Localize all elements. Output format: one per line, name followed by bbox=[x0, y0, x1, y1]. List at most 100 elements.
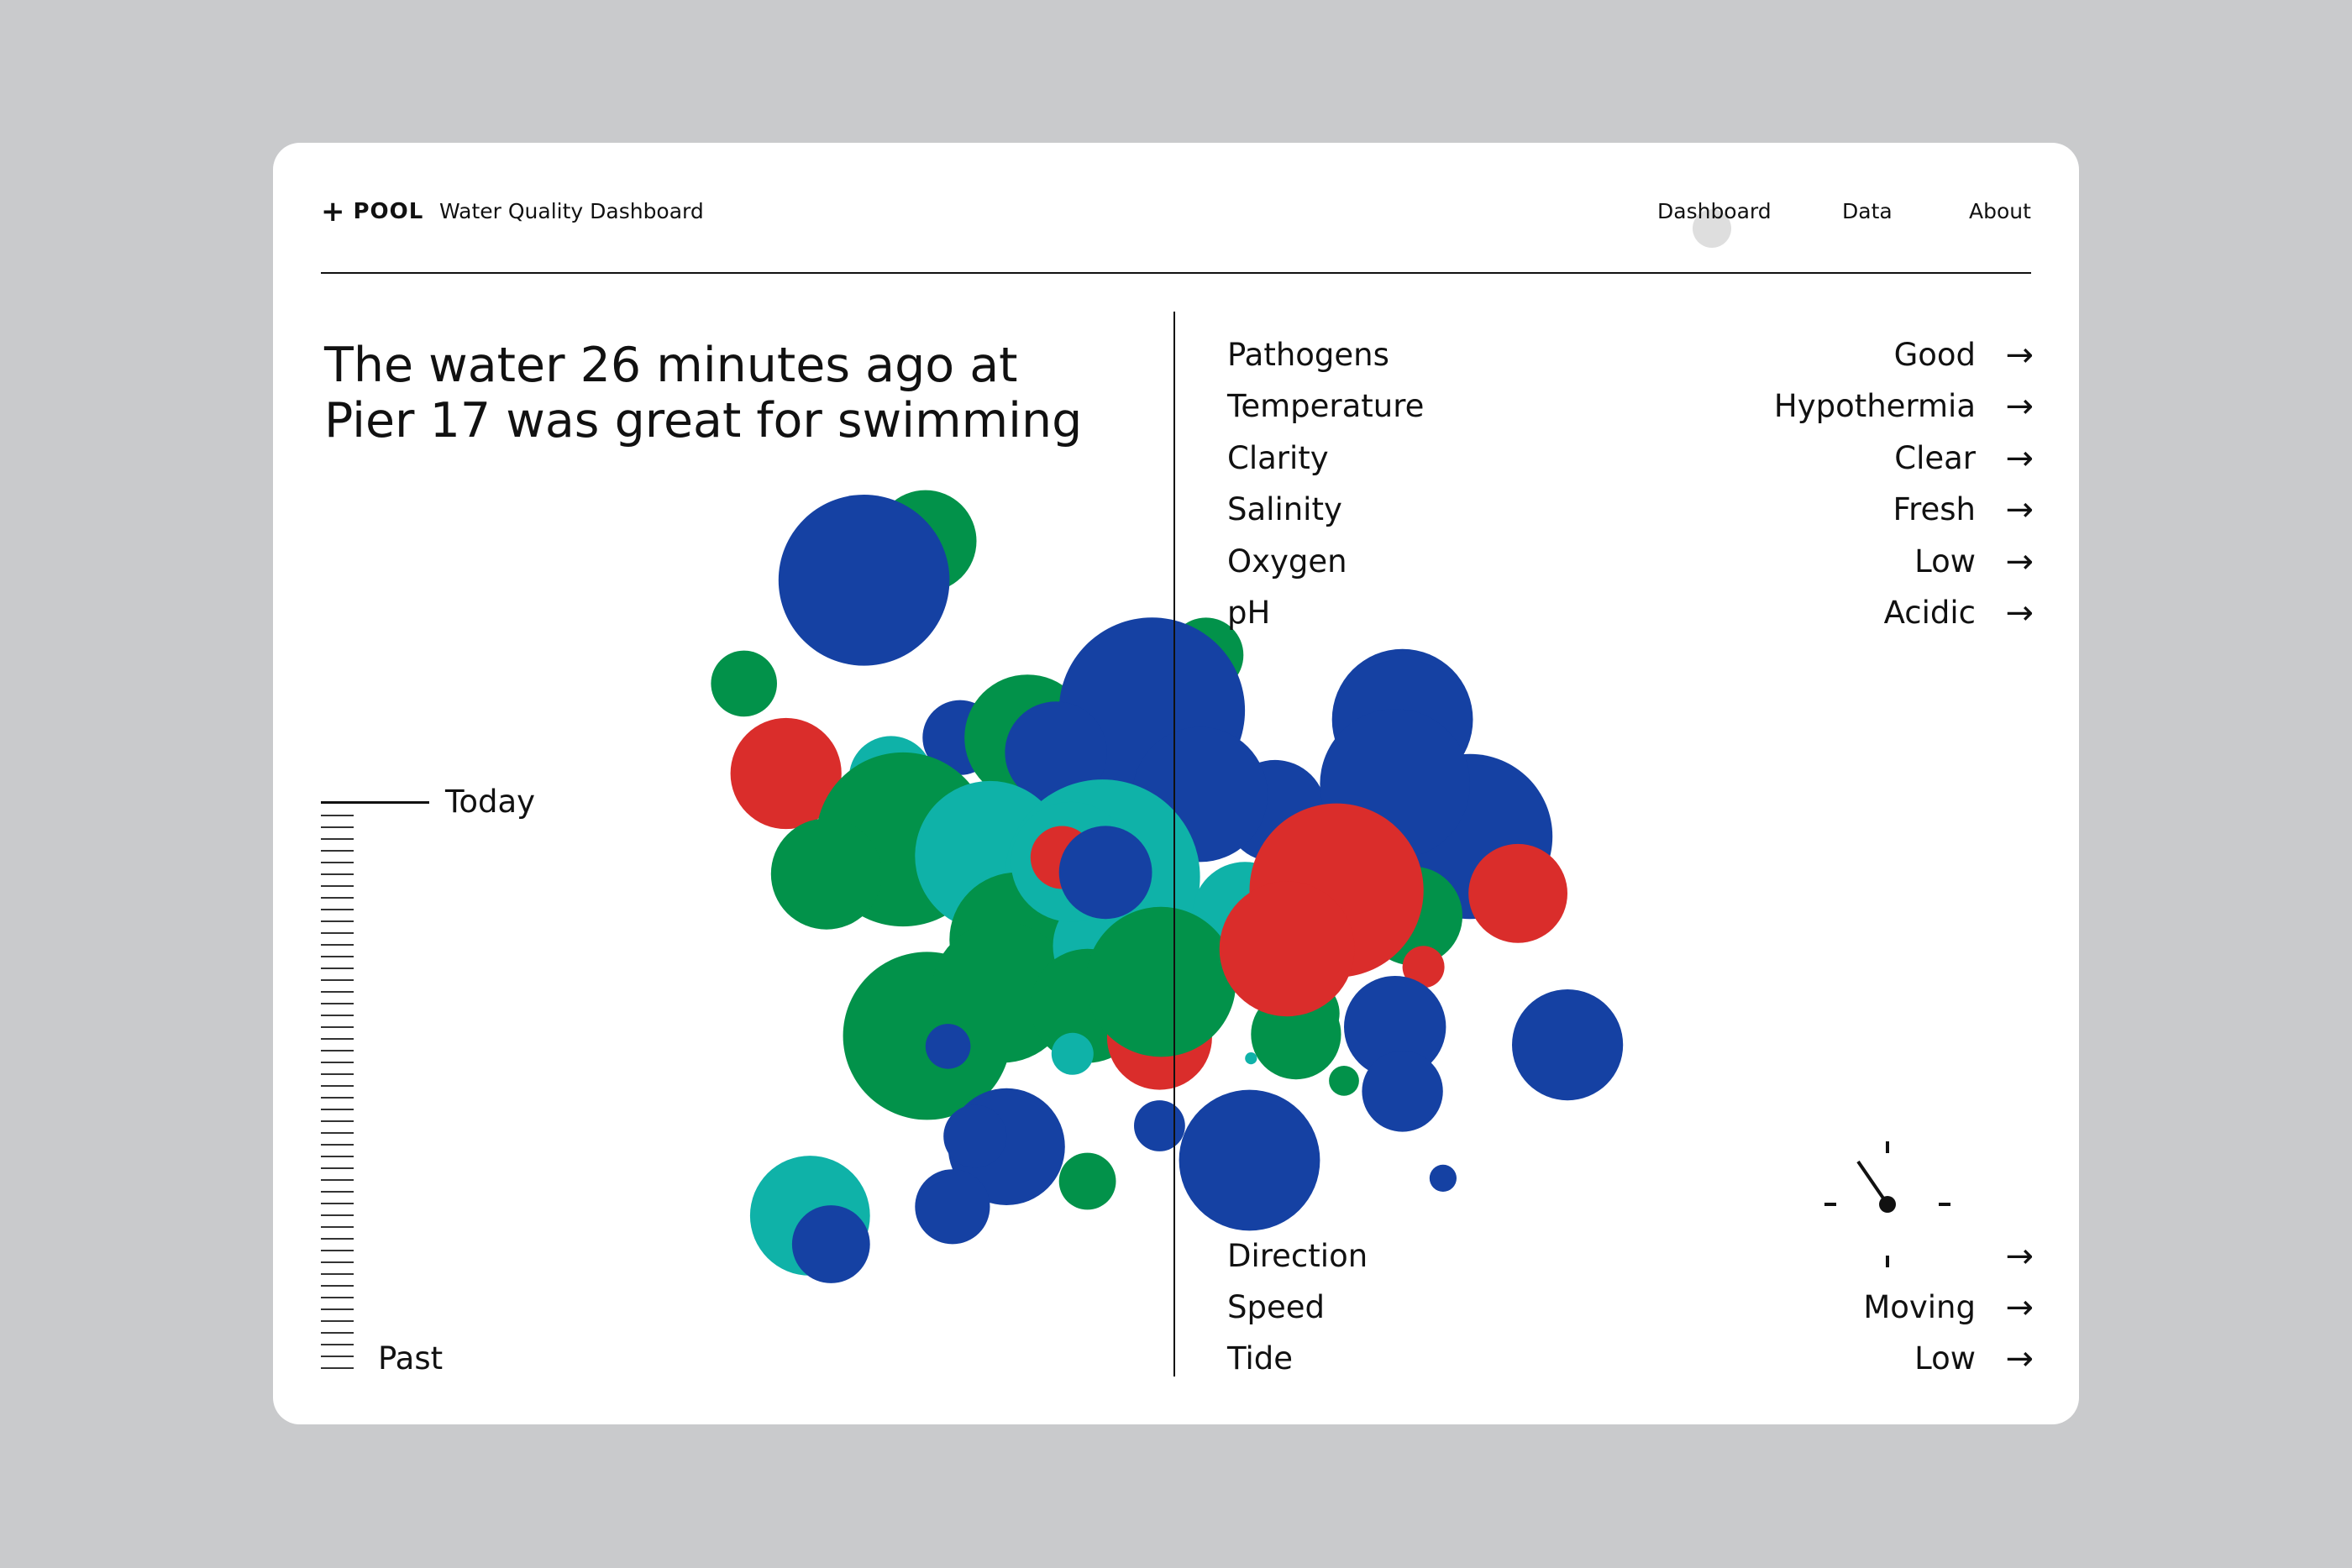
metric-value: Good bbox=[1893, 337, 1976, 373]
nav-about[interactable]: About bbox=[1969, 199, 2031, 223]
condition-row[interactable]: Tide Low → bbox=[1227, 1338, 2034, 1380]
bubble bbox=[1245, 1052, 1257, 1065]
bubble bbox=[1468, 843, 1567, 943]
timeline-tick bbox=[321, 1297, 354, 1298]
timeline-tick bbox=[321, 826, 354, 828]
bubble bbox=[1051, 1032, 1094, 1075]
bubble bbox=[711, 650, 777, 717]
metric-label: pH bbox=[1227, 595, 1271, 631]
timeline-tick bbox=[321, 1214, 354, 1216]
timeline-tick bbox=[321, 1085, 354, 1087]
nav-data[interactable]: Data bbox=[1842, 199, 1893, 223]
bubble bbox=[1402, 946, 1445, 989]
arrow-right-icon[interactable]: → bbox=[2005, 1288, 2034, 1327]
bubble bbox=[791, 1205, 870, 1283]
arrow-right-icon[interactable]: → bbox=[2005, 490, 2034, 529]
headline-line-2: Pier 17 was great for swimming bbox=[324, 393, 1083, 448]
condition-row[interactable]: Speed Moving → bbox=[1227, 1287, 2034, 1329]
arrow-right-icon[interactable]: → bbox=[2005, 543, 2034, 581]
timeline-tick bbox=[321, 815, 354, 816]
metric-value: Hypothermia bbox=[1773, 388, 1976, 424]
timeline-tick bbox=[321, 1120, 354, 1122]
timeline-tick bbox=[321, 1109, 354, 1110]
bubble bbox=[1085, 906, 1236, 1057]
direction-dial-icon bbox=[1824, 1141, 1950, 1267]
metric-label: Salinity bbox=[1227, 491, 1342, 527]
timeline-tick bbox=[321, 1144, 354, 1146]
timeline-tick bbox=[321, 1062, 354, 1063]
bubble bbox=[730, 717, 842, 830]
metric-row[interactable]: Salinity Fresh → bbox=[1227, 489, 2034, 531]
plus-icon: + bbox=[321, 195, 345, 228]
timeline-past-label: Past bbox=[378, 1340, 444, 1377]
timeline-tick bbox=[321, 1332, 354, 1334]
bubble bbox=[925, 1024, 971, 1069]
metric-label: Temperature bbox=[1227, 388, 1425, 424]
timeline-tick bbox=[321, 968, 354, 969]
timeline-tick bbox=[321, 1261, 354, 1263]
metric-label: Clarity bbox=[1227, 440, 1329, 476]
timeline-tick bbox=[321, 1038, 354, 1040]
timeline-tick bbox=[321, 1226, 354, 1228]
timeline-tick bbox=[321, 1344, 354, 1345]
timeline-tick bbox=[321, 1015, 354, 1016]
bubble bbox=[1005, 701, 1107, 804]
timeline-tick bbox=[321, 897, 354, 899]
condition-row[interactable]: Direction → bbox=[1227, 1235, 2034, 1277]
arrow-right-icon[interactable]: → bbox=[2005, 1237, 2034, 1276]
metric-value: Low bbox=[1914, 543, 1976, 579]
timeline-tick bbox=[321, 1073, 354, 1075]
bubble bbox=[778, 495, 950, 666]
timeline-tick bbox=[321, 862, 354, 863]
metric-row[interactable]: Pathogens Good → bbox=[1227, 334, 2034, 376]
timeline-tick bbox=[321, 991, 354, 993]
condition-label: Direction bbox=[1227, 1238, 1368, 1274]
timeline-tick bbox=[321, 1367, 354, 1369]
timeline-tick bbox=[321, 979, 354, 981]
timeline-tick bbox=[321, 1273, 354, 1275]
metric-value: Clear bbox=[1894, 440, 1976, 476]
bubble bbox=[1058, 826, 1152, 920]
metric-row[interactable]: Oxygen Low → bbox=[1227, 541, 2034, 583]
timeline-tick bbox=[321, 1320, 354, 1322]
arrow-right-icon[interactable]: → bbox=[2005, 1340, 2034, 1378]
timeline-tick bbox=[321, 1238, 354, 1240]
metric-row[interactable]: Clarity Clear → bbox=[1227, 438, 2034, 480]
timeline-tick bbox=[321, 920, 354, 922]
timeline-tick bbox=[321, 1203, 354, 1204]
timeline-tick bbox=[321, 1308, 354, 1310]
metric-row[interactable]: pH Acidic → bbox=[1227, 592, 2034, 634]
metric-value: Acidic bbox=[1883, 595, 1976, 631]
condition-label: Speed bbox=[1227, 1289, 1325, 1325]
brand-logo[interactable]: + POOL bbox=[321, 197, 423, 226]
timeline-tick bbox=[321, 1097, 354, 1099]
metric-label: Oxygen bbox=[1227, 543, 1347, 579]
headline-line-1: The water 26 minutes ago at bbox=[324, 338, 1018, 393]
bubble bbox=[1179, 1089, 1320, 1231]
bubble bbox=[1429, 1164, 1457, 1192]
arrow-right-icon[interactable]: → bbox=[2005, 594, 2034, 632]
timeline-tick bbox=[321, 1191, 354, 1193]
bubble bbox=[1362, 1051, 1443, 1132]
active-nav-indicator bbox=[1693, 209, 1731, 248]
timeline-tick bbox=[321, 838, 354, 840]
metric-value: Fresh bbox=[1893, 491, 1976, 527]
timeline-tick bbox=[321, 1050, 354, 1051]
metric-label: Pathogens bbox=[1227, 337, 1389, 373]
condition-label: Tide bbox=[1227, 1340, 1293, 1377]
timeline-today-label: Today bbox=[445, 784, 536, 820]
arrow-right-icon[interactable]: → bbox=[2005, 387, 2034, 426]
arrow-right-icon[interactable]: → bbox=[2005, 336, 2034, 375]
bubble bbox=[1058, 1152, 1116, 1210]
condition-value: Moving bbox=[1863, 1289, 1976, 1325]
bubble bbox=[1219, 881, 1355, 1017]
metric-row[interactable]: Temperature Hypothermia → bbox=[1227, 385, 2034, 427]
nav-dashboard[interactable]: Dashboard bbox=[1657, 199, 1772, 223]
bubble bbox=[1512, 989, 1624, 1101]
bubble bbox=[1134, 1100, 1185, 1151]
arrow-right-icon[interactable]: → bbox=[2005, 439, 2034, 478]
brand-name: POOL bbox=[353, 199, 424, 224]
timeline-tick bbox=[321, 1250, 354, 1251]
timeline-tick bbox=[321, 1156, 354, 1157]
bubble bbox=[943, 1104, 1007, 1168]
